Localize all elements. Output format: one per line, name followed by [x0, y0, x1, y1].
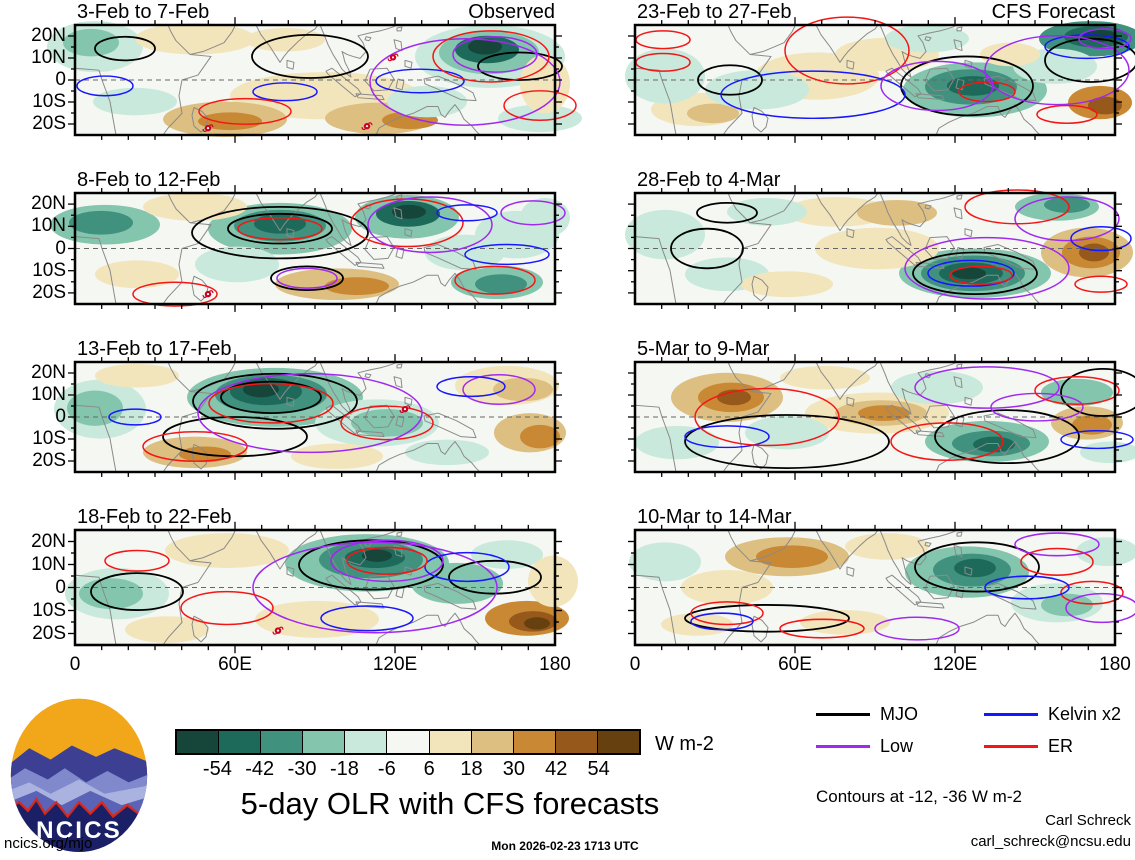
panel-title: 23-Feb to 27-Feb: [637, 1, 792, 23]
lat-tick-label: 10N: [31, 47, 66, 68]
panel-map-4: [625, 16, 1135, 143]
panel-map-2: [54, 354, 566, 480]
legend-label: Low: [880, 736, 914, 756]
colorbar: [175, 729, 641, 755]
lat-tick-label: 0: [55, 69, 66, 90]
panel-map-0: [47, 17, 582, 143]
footer-timestamp: Mon 2026-02-23 1713 UTC: [491, 839, 639, 853]
colorbar-tick-label: 18: [460, 758, 483, 780]
lat-tick-label: 20S: [32, 622, 66, 644]
legend-item-kel: Kelvin x2: [984, 704, 1135, 725]
panel-corner-label: Observed: [468, 1, 555, 23]
lat-tick-label: 10S: [32, 259, 66, 281]
panel-map-1: [50, 185, 570, 312]
lat-tick-label: 10N: [31, 215, 66, 237]
panel-map-3: [65, 521, 578, 654]
contour-note: Contours at -12, -36 W m-2: [816, 787, 1022, 806]
lon-tick-label: 60E: [218, 654, 252, 675]
colorbar-tick-label: -6: [377, 758, 396, 780]
lat-tick-label: 20S: [32, 113, 66, 134]
footer-url: ncics.org/mjo: [4, 835, 93, 852]
lat-tick-label: 20S: [32, 450, 66, 471]
panel-corner-label: CFS Forecast: [991, 1, 1115, 23]
colorbar-tick-label: 54: [587, 758, 610, 780]
lon-tick-label: 180: [539, 654, 571, 675]
colorbar-tick-label: -30: [287, 758, 317, 780]
lat-tick-label: 0: [55, 406, 66, 427]
colorbar-segment: [302, 731, 345, 753]
colorbar-segment: [344, 731, 387, 753]
ncics-logo-text: NCICS: [36, 817, 122, 844]
contour-legend: MJO Kelvin x2 Low ER: [816, 704, 1135, 757]
lon-tick-label: 0: [629, 654, 641, 675]
colorbar-tick-label: -18: [330, 758, 359, 780]
colorbar-segment: [470, 731, 513, 753]
lat-tick-label: 0: [55, 237, 66, 259]
panel-title: 10-Mar to 14-Mar: [637, 506, 792, 528]
colorbar-segment: [512, 731, 555, 753]
figure-title: 5-day OLR with CFS forecasts: [240, 786, 660, 821]
colorbar-unit-label: W m-2: [655, 733, 714, 755]
colorbar-segment: [596, 731, 640, 753]
legend-label: Kelvin x2: [1048, 704, 1122, 724]
lon-tick-label: 60E: [778, 654, 812, 675]
lat-tick-label: 0: [55, 576, 66, 598]
lat-tick-label: 20S: [32, 281, 66, 303]
colorbar-segment: [428, 731, 471, 753]
legend-label: MJO: [880, 704, 918, 724]
panel-map-6: [628, 354, 1135, 480]
lat-tick-label: 10N: [31, 553, 66, 575]
panel-title: 28-Feb to 4-Mar: [637, 169, 781, 191]
ncics-logo: NCICS: [10, 698, 148, 852]
lat-tick-label: 10S: [32, 91, 66, 112]
panel-title: 8-Feb to 12-Feb: [77, 169, 221, 191]
legend-item-er: ER: [984, 736, 1135, 757]
colorbar-tick-label: -54: [202, 758, 232, 780]
kel-line-swatch: [984, 713, 1038, 716]
panel-title: 5-Mar to 9-Mar: [637, 338, 770, 360]
colorbar-segment: [260, 731, 303, 753]
colorbar-tick-label: -42: [245, 758, 275, 780]
colorbar-tick-label: 6: [423, 758, 435, 780]
colorbar-segment: [386, 731, 429, 753]
panel-title: 18-Feb to 22-Feb: [77, 506, 232, 528]
panel-title: 3-Feb to 7-Feb: [77, 1, 210, 23]
credit-author: Carl Schreck: [1045, 812, 1131, 829]
lat-tick-label: 20N: [31, 530, 66, 552]
panel-map-5: [625, 185, 1133, 312]
lat-tick-label: 20N: [31, 362, 66, 383]
legend-label: ER: [1048, 736, 1074, 756]
legend-item-mjo: MJO: [816, 704, 984, 725]
panel-map-7: [628, 521, 1135, 654]
credit-email: carl_schreck@ncsu.edu: [970, 833, 1131, 850]
lat-tick-label: 10S: [32, 599, 66, 621]
lat-tick-label: 10N: [31, 384, 66, 405]
mjo-line-swatch: [816, 713, 870, 716]
lat-tick-label: 20N: [31, 25, 66, 46]
colorbar-segment: [177, 731, 219, 753]
colorbar-tick-label: 42: [545, 758, 568, 780]
lon-tick-label: 180: [1099, 654, 1131, 675]
lon-tick-label: 0: [69, 654, 81, 675]
panel-title: 13-Feb to 17-Feb: [77, 338, 232, 360]
lat-tick-label: 20N: [31, 193, 66, 215]
colorbar-segment: [554, 731, 597, 753]
colorbar-segment: [218, 731, 261, 753]
lat-tick-label: 10S: [32, 428, 66, 449]
colorbar-tick-label: 30: [502, 758, 526, 780]
er-line-swatch: [984, 745, 1038, 748]
legend-item-low: Low: [816, 736, 984, 757]
low-line-swatch: [816, 745, 870, 748]
lon-tick-label: 120E: [932, 654, 978, 675]
lon-tick-label: 120E: [372, 654, 418, 675]
